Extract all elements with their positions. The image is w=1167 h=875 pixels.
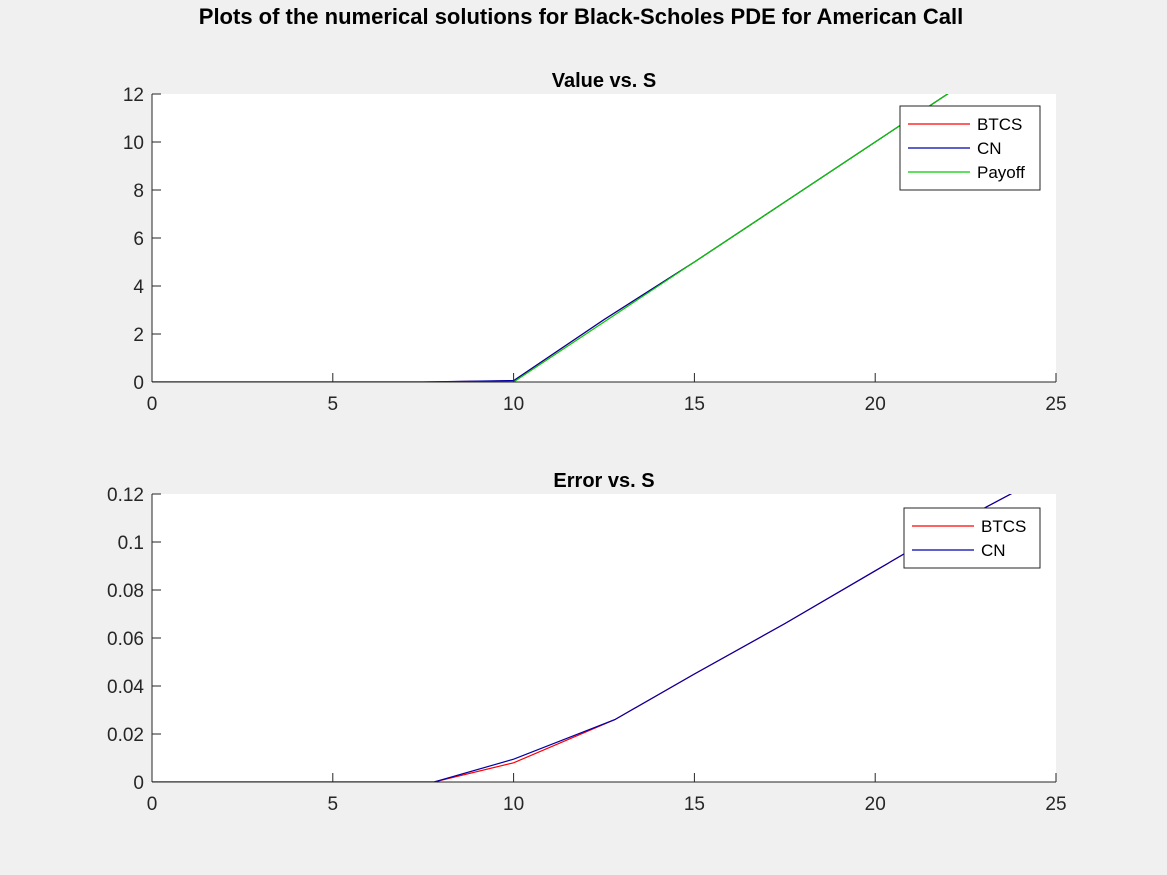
error-y-tick-label: 0.04 [107,677,144,698]
error-y-tick-label: 0.12 [107,485,144,506]
value-x-tick-label: 20 [865,394,886,415]
error-series-line-cn [152,494,1013,782]
legend-label-payoff: Payoff [977,163,1025,182]
error-y-tick-label: 0.02 [107,725,144,746]
error-y-tick-label: 0 [133,773,144,794]
error-y-tick-label: 0.06 [107,629,144,650]
value-subplot-title: Value vs. S [552,70,657,92]
value-x-tick-label: 15 [684,394,705,415]
value-y-tick-label: 6 [133,229,144,250]
value-y-tick-label: 8 [133,181,144,202]
value-x-tick-label: 0 [147,394,158,415]
error-legend: BTCS CN [903,507,1041,569]
error-legend-box [903,507,1041,569]
value-x-tick-label: 25 [1045,394,1066,415]
error-x-tick-label: 20 [865,794,886,815]
legend-label-cn: CN [981,541,1006,560]
error-subplot-title: Error vs. S [553,470,654,492]
error-x-tick-label: 5 [328,794,339,815]
value-legend: BTCS CN Payoff [899,105,1041,191]
value-x-tick-label: 5 [328,394,339,415]
value-y-tick-label: 12 [123,85,144,106]
legend-label-btcs: BTCS [977,115,1022,134]
value-x-tick-label: 10 [503,394,524,415]
error-x-tick-label: 0 [147,794,158,815]
value-y-tick-label: 10 [123,133,144,154]
legend-label-cn: CN [977,139,1002,158]
figure-suptitle: Plots of the numerical solutions for Bla… [199,4,963,29]
value-subplot: 0 5 10 15 20 25 0 2 4 6 8 10 12 Value vs. S BTCS CN Payo… [123,70,1067,415]
error-x-tick-label: 25 [1045,794,1066,815]
error-x-tick-label: 15 [684,794,705,815]
error-subplot: 0 5 10 15 20 25 0 0.02 0.04 0.06 0.08 0.1 0.12 Error … [107,470,1067,815]
value-y-tick-label: 0 [133,373,144,394]
error-x-tick-label: 10 [503,794,524,815]
legend-label-btcs: BTCS [981,517,1026,536]
error-y-tick-label: 0.1 [118,533,144,554]
value-y-tick-label: 4 [133,277,144,298]
value-y-tick-label: 2 [133,325,144,346]
error-y-tick-label: 0.08 [107,581,144,602]
